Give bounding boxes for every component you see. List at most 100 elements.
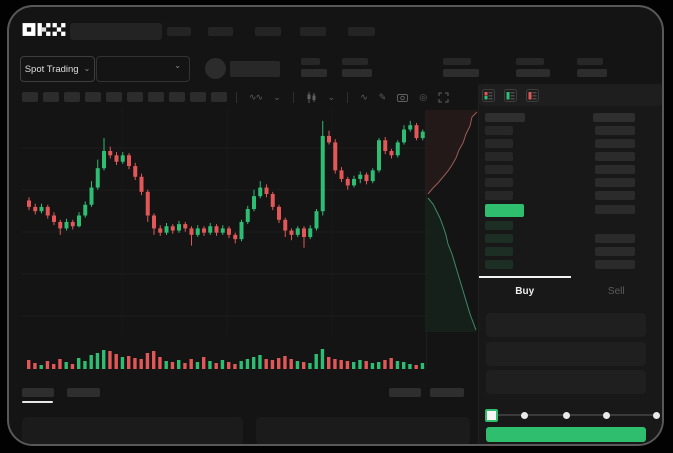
- price-cell[interactable]: [485, 247, 513, 256]
- bottom-section: [9, 7, 662, 444]
- depth-chart: [425, 110, 478, 332]
- timeframe-pill[interactable]: [22, 92, 38, 102]
- orderbook-asks-icon[interactable]: [526, 88, 539, 102]
- toolbar-divider: [347, 91, 349, 103]
- price-cell[interactable]: [485, 139, 513, 148]
- pair-dropdown[interactable]: ⌄: [96, 56, 190, 82]
- ticker-stats: [9, 7, 662, 444]
- price-cell[interactable]: [485, 165, 513, 174]
- slider-step-dot[interactable]: [520, 411, 528, 419]
- camera-icon[interactable]: [397, 92, 409, 103]
- tab-sell[interactable]: Sell: [571, 276, 663, 300]
- nav-item-placeholder[interactable]: [167, 27, 191, 36]
- orderbook-combined-icon[interactable]: [482, 88, 495, 102]
- price-cell[interactable]: [485, 113, 525, 122]
- amount-cell[interactable]: [595, 152, 635, 161]
- timeframe-pill[interactable]: [148, 92, 164, 102]
- amount-cell[interactable]: [595, 234, 635, 243]
- history-table-placeholder: [22, 417, 243, 444]
- search-placeholder[interactable]: [70, 23, 162, 40]
- timeframe-pill[interactable]: [106, 92, 122, 102]
- history-action-placeholder[interactable]: [430, 388, 464, 397]
- stat-label-placeholder: [342, 58, 368, 65]
- price-cell[interactable]: [485, 178, 513, 187]
- settings-icon[interactable]: ◎: [419, 91, 428, 102]
- stat-value-placeholder: [342, 69, 372, 77]
- pair-name-placeholder: [230, 61, 280, 77]
- candlestick-chart[interactable]: [22, 107, 427, 337]
- active-tab-indicator: [479, 276, 571, 278]
- price-cell[interactable]: [485, 126, 513, 135]
- okx-logo[interactable]: [22, 22, 66, 37]
- toolbar-divider: [292, 91, 294, 103]
- draw-tool-icon[interactable]: ✎: [378, 91, 387, 102]
- market-selector-label: Spot Trading: [24, 63, 79, 75]
- top-nav: [9, 7, 662, 444]
- tab-buy-label: Buy: [515, 286, 535, 297]
- stat-label-placeholder: [301, 58, 320, 65]
- timeframe-pill[interactable]: [43, 92, 59, 102]
- slider-step-dot[interactable]: [602, 411, 610, 419]
- amount-cell[interactable]: [595, 205, 635, 214]
- timeframe-pill[interactable]: [85, 92, 101, 102]
- tab-sell-label: Sell: [607, 286, 625, 297]
- slider-track[interactable]: [491, 414, 656, 416]
- timeframe-pill[interactable]: [190, 92, 206, 102]
- timeframe-pill[interactable]: [211, 92, 227, 102]
- slider-handle[interactable]: [485, 409, 498, 422]
- app-screen: Spot Trading ⌄ ⌄ ∿∿ ⌄ ⌄ ∿ ✎ ◎ Buy: [7, 5, 664, 446]
- price-cell[interactable]: [485, 221, 513, 230]
- amount-cell[interactable]: [595, 260, 635, 269]
- price-field[interactable]: [486, 313, 646, 337]
- amount-cell[interactable]: [595, 139, 635, 148]
- line-style-icon[interactable]: ∿: [360, 91, 368, 102]
- nav-item-placeholder[interactable]: [300, 27, 326, 36]
- stat-label-placeholder: [443, 58, 471, 65]
- amount-cell[interactable]: [595, 247, 635, 256]
- market-selector-button[interactable]: Spot Trading ⌄: [20, 56, 95, 82]
- stat-label-placeholder: [516, 58, 544, 65]
- volume-chart: [27, 349, 425, 369]
- timeframe-pill[interactable]: [169, 92, 185, 102]
- timeframe-pill[interactable]: [64, 92, 80, 102]
- price-cell[interactable]: [485, 152, 513, 161]
- nav-item-placeholder[interactable]: [255, 27, 281, 36]
- history-tab-placeholder[interactable]: [67, 388, 100, 397]
- history-action-placeholder[interactable]: [389, 388, 421, 397]
- amount-cell[interactable]: [595, 126, 635, 135]
- amount-cell[interactable]: [593, 113, 635, 122]
- stat-value-placeholder: [577, 69, 607, 77]
- stat-value-placeholder: [301, 69, 327, 77]
- history-table-placeholder: [256, 417, 470, 444]
- nav-item-placeholder[interactable]: [348, 27, 375, 36]
- tab-buy[interactable]: Buy: [479, 276, 571, 300]
- last-price-bar[interactable]: [485, 204, 524, 217]
- candle-type-icon[interactable]: [306, 91, 317, 103]
- indicator-icon[interactable]: ∿∿: [249, 91, 263, 102]
- history-tab-placeholder[interactable]: [22, 388, 54, 397]
- amount-cell[interactable]: [595, 178, 635, 187]
- slider-step-dot[interactable]: [652, 411, 660, 419]
- orderbook-bids-icon[interactable]: [504, 88, 517, 102]
- slider-step-dot[interactable]: [562, 411, 570, 419]
- token-avatar: [205, 58, 226, 79]
- nav-item-placeholder[interactable]: [208, 27, 233, 36]
- active-bottom-tab-indicator: [22, 401, 53, 403]
- fullscreen-icon[interactable]: [438, 92, 449, 103]
- price-cell[interactable]: [485, 191, 513, 200]
- chevron-down-icon[interactable]: ⌄: [273, 91, 281, 102]
- amount-cell[interactable]: [595, 191, 635, 200]
- total-field[interactable]: [486, 370, 646, 394]
- price-cell[interactable]: [485, 234, 513, 243]
- chevron-down-icon: ⌄: [174, 61, 181, 70]
- price-cell[interactable]: [485, 260, 513, 269]
- buy-submit-button[interactable]: [486, 427, 646, 442]
- amount-field[interactable]: [486, 342, 646, 366]
- chevron-down-icon[interactable]: ⌄: [327, 91, 336, 102]
- stat-label-placeholder: [577, 58, 603, 65]
- chevron-down-icon: ⌄: [83, 64, 91, 73]
- timeframe-pill[interactable]: [127, 92, 143, 102]
- amount-cell[interactable]: [595, 165, 635, 174]
- order-panel: Buy Sell: [478, 84, 662, 444]
